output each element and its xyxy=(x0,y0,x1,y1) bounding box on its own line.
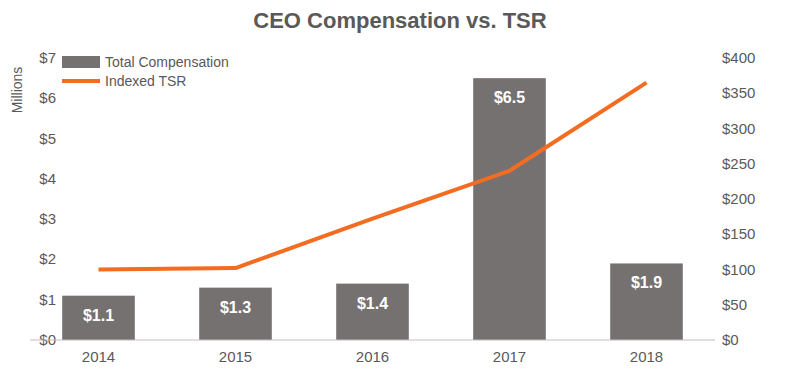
bar xyxy=(473,78,546,340)
y-tick-label: $5 xyxy=(39,130,56,147)
chart: CEO Compensation vs. TSR Millions $0 $1 $2 $3… xyxy=(0,0,799,384)
data-label: $1.4 xyxy=(357,295,388,312)
data-labels: $1.1 $1.3 $1.4 $6.5 $1.9 xyxy=(83,89,662,324)
y2-tick-label: $100 xyxy=(722,261,755,278)
y-tick-label: $4 xyxy=(39,170,56,187)
legend-label: Indexed TSR xyxy=(105,73,186,89)
data-label: $1.1 xyxy=(83,307,114,324)
y-axis-label: Millions xyxy=(9,67,25,114)
y2-tick-label: $300 xyxy=(722,120,755,137)
chart-svg: CEO Compensation vs. TSR Millions $0 $1 $2 $3… xyxy=(0,0,799,384)
y2-tick-label: $250 xyxy=(722,155,755,172)
x-axis-line xyxy=(30,340,715,341)
data-label: $1.3 xyxy=(220,299,251,316)
y-tick-label: $7 xyxy=(39,49,56,66)
bar xyxy=(336,284,409,340)
y-tick-label: $2 xyxy=(39,250,56,267)
data-label: $1.9 xyxy=(631,274,662,291)
y-tick-label: $6 xyxy=(39,89,56,106)
marks xyxy=(62,78,683,340)
line xyxy=(99,83,647,270)
title: CEO Compensation vs. TSR xyxy=(253,8,546,33)
y-tick-label: $1 xyxy=(39,291,56,308)
bar xyxy=(62,296,135,340)
x-tick-label: 2018 xyxy=(630,348,663,365)
data-label: $6.5 xyxy=(494,89,525,106)
y2-tick-label: $150 xyxy=(722,225,755,242)
x-tick-label: 2015 xyxy=(219,348,252,365)
y2-tick-label: $350 xyxy=(722,84,755,101)
bar xyxy=(199,288,272,340)
bar xyxy=(610,263,683,340)
y2-tick-label: $0 xyxy=(722,331,739,348)
legend-swatch xyxy=(62,56,100,68)
x-tick-label: 2016 xyxy=(356,348,389,365)
y2-tick-label: $50 xyxy=(722,296,747,313)
legend-swatch xyxy=(62,79,100,83)
x-tick-label: 2014 xyxy=(82,348,115,365)
legend-label: Total Compensation xyxy=(105,54,229,70)
y2-tick-label: $400 xyxy=(722,49,755,66)
y2-tick-label: $200 xyxy=(722,190,755,207)
y-tick-label: $3 xyxy=(39,210,56,227)
x-tick-label: 2017 xyxy=(493,348,526,365)
legend: Total Compensation Indexed TSR xyxy=(62,54,229,89)
